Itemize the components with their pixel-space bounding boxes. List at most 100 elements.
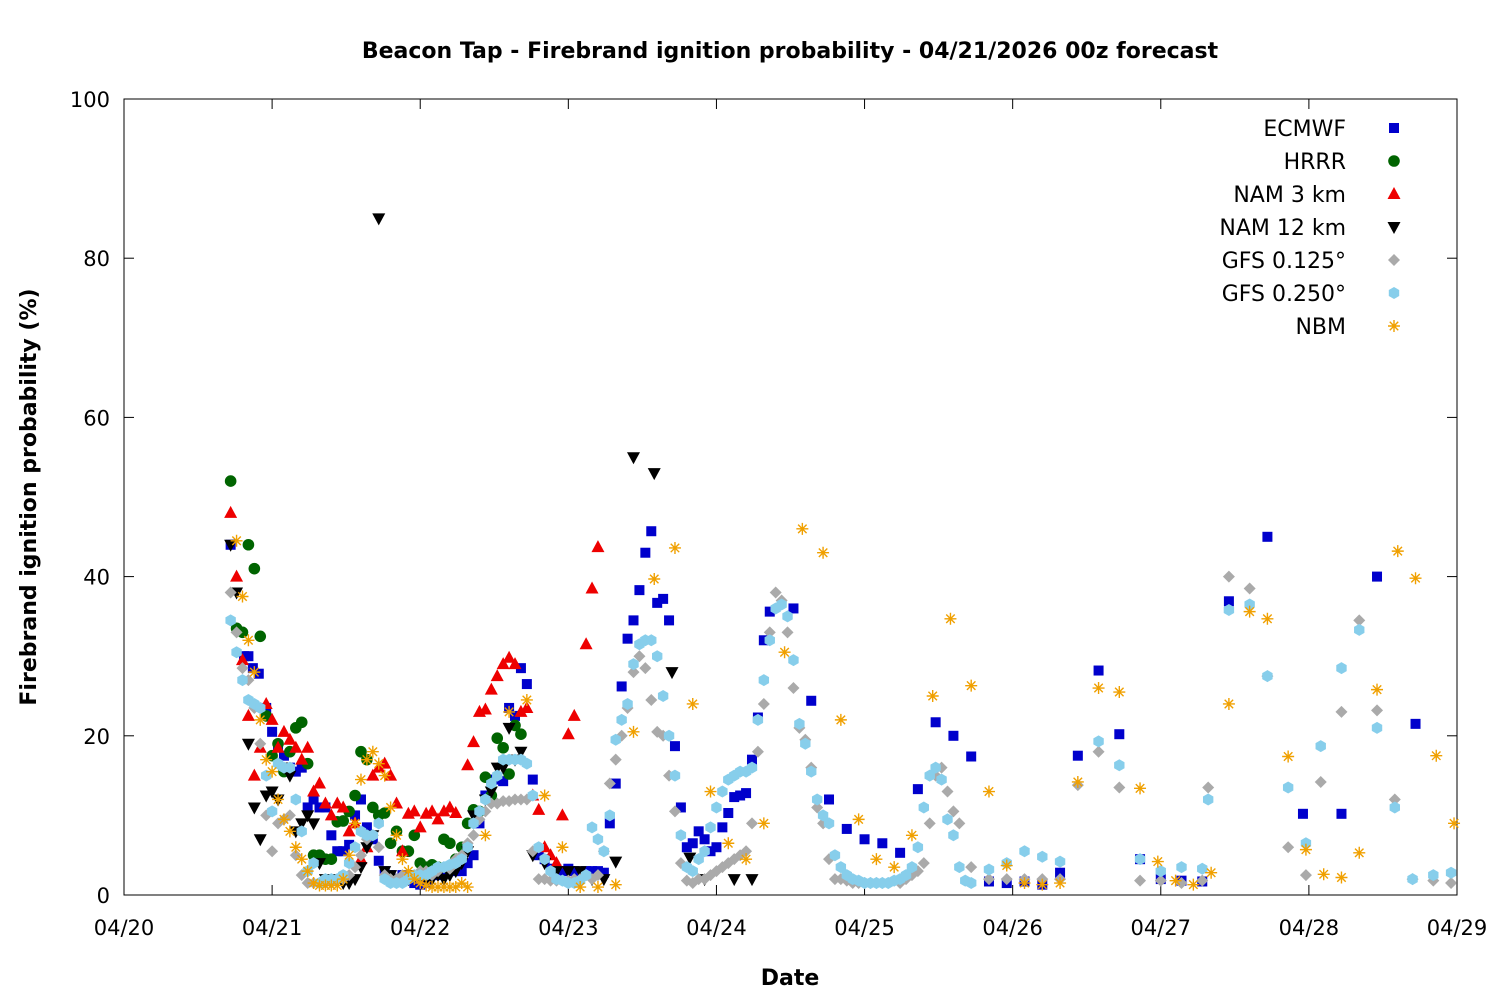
data-point	[687, 838, 698, 849]
data-point	[1353, 846, 1366, 859]
data-point	[1134, 853, 1146, 866]
data-point	[634, 585, 645, 596]
data-point	[301, 865, 314, 878]
data-point	[1336, 808, 1347, 819]
data-point	[668, 805, 681, 818]
data-point	[1299, 869, 1312, 882]
data-point	[266, 749, 278, 762]
data-point	[586, 821, 598, 834]
data-point	[533, 841, 544, 854]
data-point	[1176, 861, 1187, 874]
data-point	[384, 801, 397, 814]
data-point	[788, 603, 799, 614]
data-point	[248, 562, 261, 575]
data-point	[669, 741, 680, 752]
data-point	[344, 839, 355, 850]
legend-label: NAM 12 km	[1219, 216, 1346, 241]
x-tick-label: 04/27	[1131, 916, 1192, 940]
y-tick-label: 0	[97, 884, 110, 908]
data-point	[811, 793, 823, 806]
data-point	[349, 841, 361, 854]
data-point	[1018, 877, 1031, 890]
data-point	[953, 817, 966, 830]
data-point	[1282, 750, 1295, 763]
data-point	[331, 879, 344, 892]
data-point	[497, 741, 509, 754]
data-point	[598, 845, 610, 858]
data-point	[675, 829, 687, 842]
data-point	[456, 866, 467, 877]
data-point	[687, 865, 698, 878]
data-point	[468, 850, 479, 861]
data-point	[711, 842, 722, 853]
data-point	[230, 569, 244, 582]
data-point	[627, 666, 640, 679]
data-point	[758, 674, 770, 687]
data-point	[413, 820, 427, 833]
legend-label: ECMWF	[1263, 117, 1346, 142]
data-point	[355, 794, 366, 805]
data-point	[1202, 781, 1215, 794]
data-point	[683, 852, 697, 865]
data-point	[781, 626, 794, 639]
data-point	[372, 213, 386, 226]
data-point	[591, 540, 605, 553]
x-tick-label: 04/26	[982, 916, 1043, 940]
data-point	[1000, 859, 1013, 872]
data-point	[965, 679, 978, 692]
data-point	[1314, 775, 1327, 788]
data-point	[1072, 750, 1083, 761]
data-point	[296, 825, 307, 838]
data-point	[462, 858, 473, 869]
data-point	[811, 801, 824, 814]
data-point	[360, 753, 373, 766]
data-point	[437, 804, 451, 817]
legend-marker	[1388, 254, 1400, 266]
chart-title: Beacon Tap - Firebrand ignition probabil…	[362, 39, 1219, 64]
data-point	[1317, 868, 1330, 881]
data-point	[1430, 749, 1443, 762]
data-point	[788, 654, 799, 667]
y-tick-label: 40	[83, 566, 110, 590]
data-point	[556, 841, 569, 854]
data-point	[515, 728, 527, 741]
data-point	[1093, 735, 1104, 748]
data-point	[325, 853, 338, 865]
data-point	[338, 846, 349, 857]
data-point	[947, 805, 960, 818]
data-point	[763, 626, 776, 639]
plot-frame	[123, 98, 1458, 896]
data-point	[455, 877, 468, 890]
series-nam-3-km	[224, 505, 605, 869]
data-point	[829, 849, 841, 862]
data-point	[1371, 704, 1384, 717]
x-tick-label: 04/24	[686, 916, 747, 940]
data-point	[648, 572, 661, 585]
data-point	[254, 713, 267, 726]
data-point	[604, 809, 615, 822]
data-point	[271, 740, 285, 753]
data-point	[657, 690, 669, 702]
data-point	[1202, 793, 1214, 806]
data-point	[1196, 874, 1209, 887]
data-point	[1169, 874, 1182, 887]
data-point	[408, 873, 421, 886]
data-point	[1187, 878, 1200, 891]
data-point	[283, 770, 297, 783]
data-point	[313, 776, 327, 789]
data-point	[343, 849, 356, 862]
data-point	[787, 682, 800, 695]
data-point	[308, 794, 319, 805]
data-point	[1054, 855, 1066, 868]
data-point	[652, 597, 663, 608]
data-point	[1407, 873, 1418, 886]
data-point	[307, 877, 320, 890]
data-point	[705, 821, 716, 834]
data-point	[1262, 531, 1273, 542]
data-point	[503, 705, 516, 718]
x-tick-labels: 04/20 04/21 04/22 04/23 04/24 04/25 04/26 04/27…	[94, 916, 1488, 940]
data-point	[295, 752, 309, 765]
data-point	[609, 856, 623, 869]
data-point	[1055, 867, 1066, 878]
data-point	[796, 522, 809, 535]
